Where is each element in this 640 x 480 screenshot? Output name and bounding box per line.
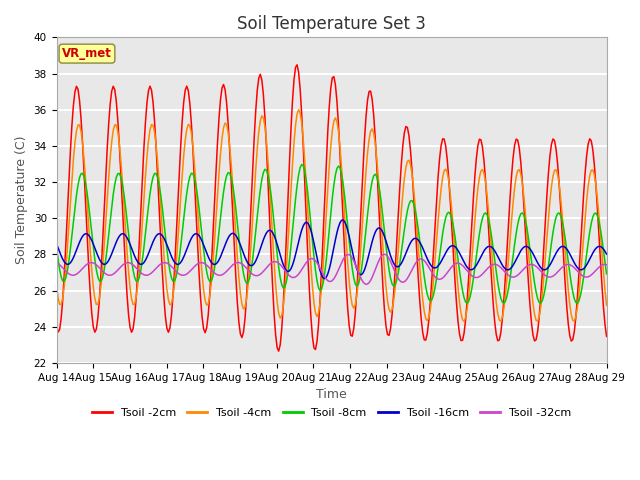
Tsoil -16cm — [321, 276, 328, 281]
Tsoil -2cm — [216, 97, 224, 103]
Tsoil -4cm — [120, 202, 128, 208]
Tsoil -2cm — [52, 324, 60, 329]
Tsoil -2cm — [296, 86, 304, 92]
Tsoil -8cm — [235, 234, 243, 240]
Line: Tsoil -2cm: Tsoil -2cm — [56, 65, 607, 351]
Tsoil -32cm — [216, 272, 224, 278]
Tsoil -4cm — [244, 282, 252, 288]
Tsoil -4cm — [460, 318, 468, 324]
Tsoil -8cm — [293, 182, 301, 188]
Tsoil -8cm — [244, 280, 252, 286]
Tsoil -16cm — [216, 254, 224, 260]
Line: Tsoil -4cm: Tsoil -4cm — [56, 110, 607, 321]
Tsoil -8cm — [216, 215, 224, 221]
Tsoil -2cm — [293, 62, 301, 68]
Tsoil -2cm — [575, 270, 583, 276]
Tsoil -2cm — [244, 267, 252, 273]
Tsoil -8cm — [603, 271, 611, 277]
Tsoil -4cm — [603, 302, 611, 308]
Tsoil -8cm — [52, 243, 60, 249]
Tsoil -8cm — [298, 162, 305, 168]
Tsoil -32cm — [244, 267, 252, 273]
Tsoil -16cm — [575, 266, 583, 272]
Tsoil -16cm — [52, 241, 60, 247]
Tsoil -4cm — [295, 107, 303, 113]
Tsoil -32cm — [381, 252, 388, 257]
Tsoil -32cm — [52, 260, 60, 266]
Tsoil -2cm — [275, 348, 282, 354]
Tsoil -8cm — [120, 191, 128, 197]
Tsoil -4cm — [575, 290, 583, 296]
Tsoil -8cm — [575, 298, 583, 303]
Tsoil -4cm — [52, 283, 60, 289]
Tsoil -16cm — [293, 245, 301, 251]
Tsoil -16cm — [603, 251, 611, 257]
Line: Tsoil -32cm: Tsoil -32cm — [56, 254, 607, 284]
Tsoil -32cm — [120, 261, 128, 267]
Line: Tsoil -8cm: Tsoil -8cm — [56, 165, 607, 303]
Tsoil -32cm — [235, 260, 243, 265]
Tsoil -4cm — [216, 151, 224, 157]
Title: Soil Temperature Set 3: Soil Temperature Set 3 — [237, 15, 426, 33]
Tsoil -16cm — [244, 261, 252, 266]
Tsoil -2cm — [235, 319, 243, 325]
Tsoil -16cm — [120, 231, 128, 237]
Y-axis label: Soil Temperature (C): Soil Temperature (C) — [15, 136, 28, 264]
Tsoil -32cm — [362, 281, 370, 287]
Tsoil -4cm — [293, 111, 301, 117]
Line: Tsoil -16cm: Tsoil -16cm — [56, 220, 607, 278]
Tsoil -4cm — [235, 274, 243, 280]
Text: VR_met: VR_met — [62, 47, 112, 60]
Tsoil -2cm — [603, 334, 611, 339]
Tsoil -8cm — [500, 300, 508, 306]
Tsoil -32cm — [575, 270, 583, 276]
X-axis label: Time: Time — [316, 388, 347, 401]
Legend: Tsoil -2cm, Tsoil -4cm, Tsoil -8cm, Tsoil -16cm, Tsoil -32cm: Tsoil -2cm, Tsoil -4cm, Tsoil -8cm, Tsoi… — [88, 404, 575, 422]
Tsoil -16cm — [235, 238, 243, 244]
Tsoil -32cm — [293, 273, 301, 278]
Tsoil -2cm — [120, 236, 128, 241]
Tsoil -32cm — [603, 262, 611, 268]
Tsoil -16cm — [339, 217, 347, 223]
